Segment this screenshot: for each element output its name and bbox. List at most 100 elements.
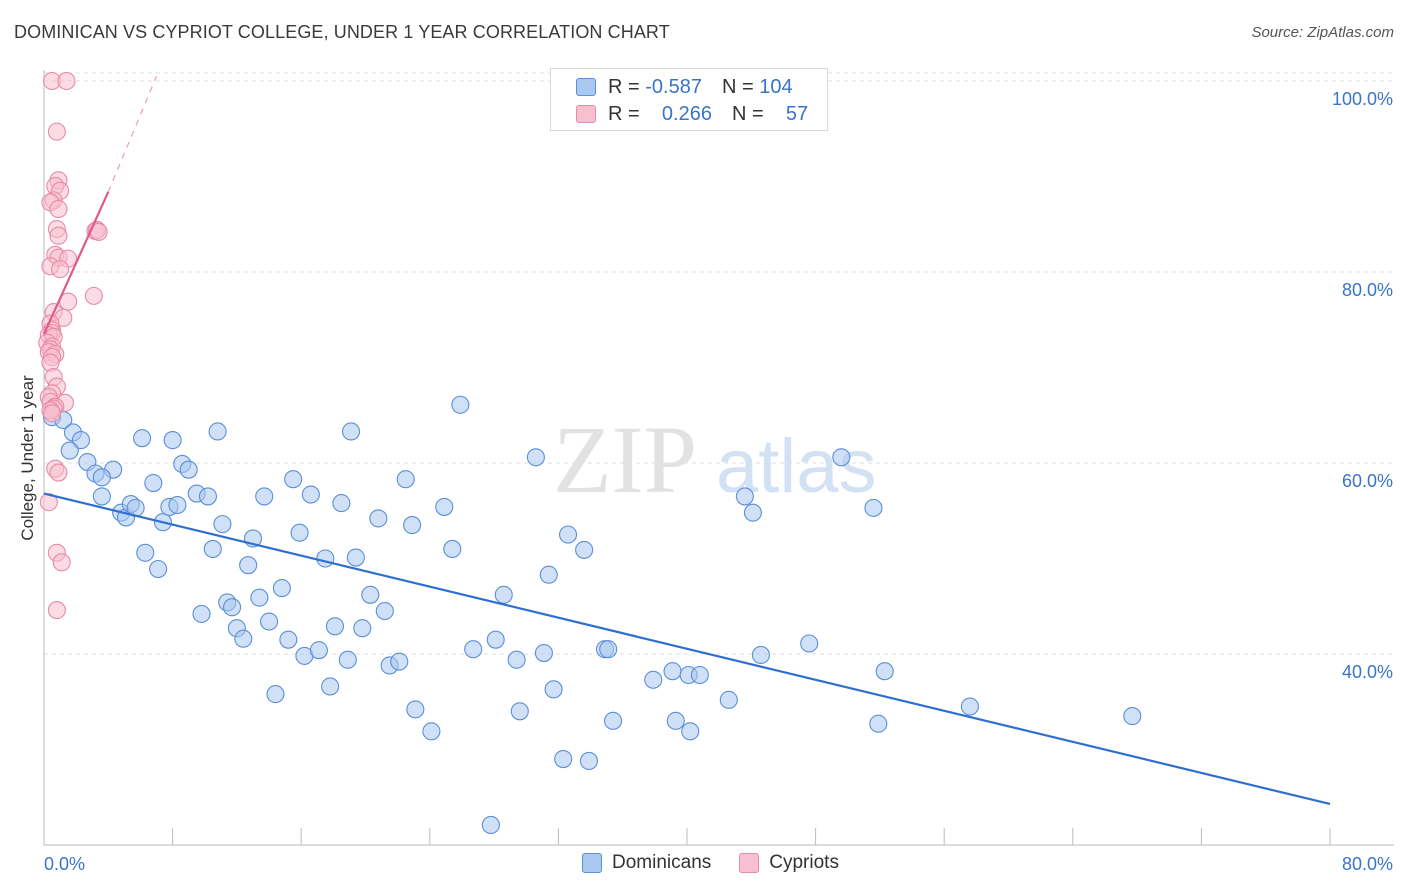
data-point-dominicans: [136, 543, 155, 562]
data-point-dominicans: [864, 498, 883, 517]
data-point-dominicans: [259, 612, 279, 631]
data-point-dominicans: [71, 431, 91, 450]
data-point-dominicans: [481, 815, 500, 834]
legend-r-value: -0.587: [645, 75, 702, 98]
data-point-dominicans: [144, 474, 163, 493]
tick-label-layer: 40.0% 60.0% 80.0% 100.0% 0.0% 80.0%: [44, 89, 1393, 874]
data-point-dominicans: [681, 722, 700, 741]
data-point-cypriots: [47, 601, 66, 620]
data-point-dominicans: [223, 598, 242, 617]
data-point-dominicans: [510, 702, 529, 721]
data-point-dominicans: [239, 556, 258, 575]
data-point-cypriots: [52, 553, 71, 572]
data-point-dominicans: [666, 711, 685, 730]
data-point-dominicans: [579, 751, 598, 771]
y-tick-label: 80.0%: [1342, 280, 1393, 300]
legend-r-label: R =: [608, 75, 640, 98]
trend-line-cypriots: [42, 191, 110, 335]
data-point-dominicans: [255, 487, 274, 506]
data-point-dominicans: [198, 487, 218, 506]
data-point-dominicans: [332, 494, 351, 513]
data-point-dominicans: [341, 422, 361, 441]
data-point-dominicans: [526, 448, 545, 467]
data-point-dominicans: [266, 685, 285, 704]
data-point-dominicans: [464, 640, 483, 659]
data-point-dominicans: [192, 604, 211, 623]
data-point-dominicans: [869, 714, 888, 733]
series-legend-cypriots[interactable]: Cypriots: [739, 852, 839, 874]
data-point-dominicans: [361, 585, 380, 604]
legend-n-label: N =: [721, 75, 754, 98]
data-point-dominicans: [92, 487, 111, 506]
x-tick-label: 0.0%: [44, 854, 85, 874]
data-point-dominicans: [301, 485, 320, 504]
watermark: ZIP atlas: [553, 406, 877, 513]
x-tick-label: 80.0%: [1342, 854, 1393, 874]
data-point-dominicans: [396, 470, 415, 489]
data-point-dominicans: [534, 643, 553, 663]
legend-row-dominicans: R = -0.587 N = 104: [576, 75, 793, 99]
data-point-dominicans: [451, 395, 470, 414]
data-point-dominicans: [353, 619, 372, 638]
points-layer: [38, 71, 1142, 834]
y-tick-label: 100.0%: [1332, 89, 1393, 109]
data-point-cypriots: [49, 463, 68, 482]
data-point-dominicans: [92, 468, 111, 487]
series-legend: Dominicans Cypriots: [582, 852, 867, 874]
data-point-cypriots: [57, 71, 76, 91]
data-point-dominicans: [369, 509, 388, 528]
data-point-dominicans: [507, 650, 526, 669]
legend-n-label: N =: [731, 102, 764, 125]
data-point-dominicans: [375, 601, 394, 621]
data-point-dominicans: [250, 588, 269, 607]
data-point-cypriots: [84, 286, 103, 305]
data-point-dominicans: [554, 749, 573, 769]
trend-layer: [42, 75, 1331, 806]
y-tick-label: 40.0%: [1342, 662, 1393, 682]
data-point-dominicans: [486, 630, 505, 649]
data-point-dominicans: [403, 516, 422, 535]
legend-row-cypriots: R = 0.266 N = 57: [576, 102, 808, 126]
data-point-dominicans: [832, 448, 851, 467]
y-tick-label: 60.0%: [1342, 471, 1393, 491]
trend-line-dominicans: [43, 492, 1331, 806]
data-point-dominicans: [279, 630, 298, 649]
data-point-dominicans: [575, 540, 594, 559]
series-legend-label: Dominicans: [612, 852, 712, 873]
data-point-dominicans: [719, 690, 738, 709]
stats-legend: R = -0.587 N = 104 R = 0.266 N = 57: [550, 68, 828, 131]
data-point-dominicans: [599, 640, 618, 659]
data-point-dominicans: [179, 460, 198, 479]
data-point-dominicans: [390, 652, 409, 671]
source-label: Source: ZipAtlas.com: [1251, 24, 1394, 41]
data-point-dominicans: [751, 645, 770, 665]
data-point-dominicans: [443, 539, 462, 559]
legend-swatch-dominicans: [576, 78, 596, 96]
data-point-dominicans: [743, 503, 762, 522]
data-point-dominicans: [60, 441, 79, 460]
data-point-dominicans: [163, 431, 182, 450]
data-point-dominicans: [133, 429, 152, 448]
data-point-dominicans: [875, 662, 894, 681]
series-swatch-cypriots: [739, 853, 760, 873]
data-point-dominicans: [604, 711, 623, 730]
data-point-dominicans: [309, 641, 328, 660]
data-point-dominicans: [321, 677, 340, 696]
data-point-dominicans: [1123, 707, 1142, 726]
y-axis-title: College, Under 1 year: [18, 375, 37, 541]
data-point-dominicans: [539, 565, 558, 584]
watermark-zip: ZIP: [553, 406, 697, 513]
series-legend-dominicans[interactable]: Dominicans: [582, 852, 711, 874]
series-legend-label: Cypriots: [769, 852, 839, 873]
data-point-dominicans: [960, 697, 979, 716]
data-point-dominicans: [690, 665, 709, 685]
data-point-dominicans: [406, 700, 425, 719]
data-point-dominicans: [316, 549, 335, 568]
data-point-dominicans: [435, 497, 454, 516]
data-point-dominicans: [338, 650, 357, 669]
data-point-dominicans: [558, 525, 578, 544]
data-point-cypriots: [42, 404, 62, 423]
legend-r-value: 0.266: [661, 102, 712, 125]
data-point-dominicans: [168, 495, 187, 515]
